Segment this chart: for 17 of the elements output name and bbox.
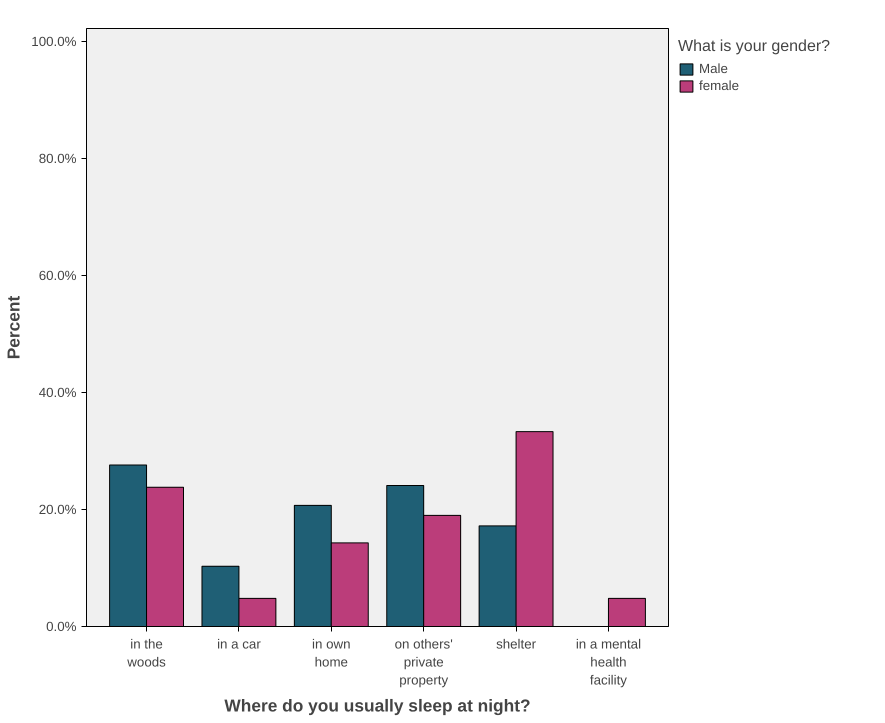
x-tick-label: shelter: [496, 636, 537, 652]
y-tick-label: 100.0%: [31, 34, 77, 49]
legend-label: female: [699, 78, 740, 93]
y-tick-label: 0.0%: [46, 619, 77, 634]
y-axis-title: Percent: [3, 295, 24, 360]
x-tick-label: in the woods: [126, 636, 166, 670]
legend-label: Male: [699, 61, 728, 76]
x-tick-label: in a mental health facility: [576, 636, 642, 688]
x-tick-label: in a car: [217, 636, 262, 652]
y-tick-label: 60.0%: [38, 268, 77, 283]
y-tick-label: 20.0%: [38, 502, 77, 517]
legend-title: What is your gender?: [678, 38, 830, 56]
y-tick-label: 40.0%: [38, 384, 77, 400]
y-tick-label: 80.0%: [38, 150, 77, 166]
x-axis-title: Where do you usually sleep at night?: [224, 696, 531, 716]
x-tick-label: on others' private property: [394, 636, 453, 688]
x-tick-label: in own home: [312, 636, 351, 670]
